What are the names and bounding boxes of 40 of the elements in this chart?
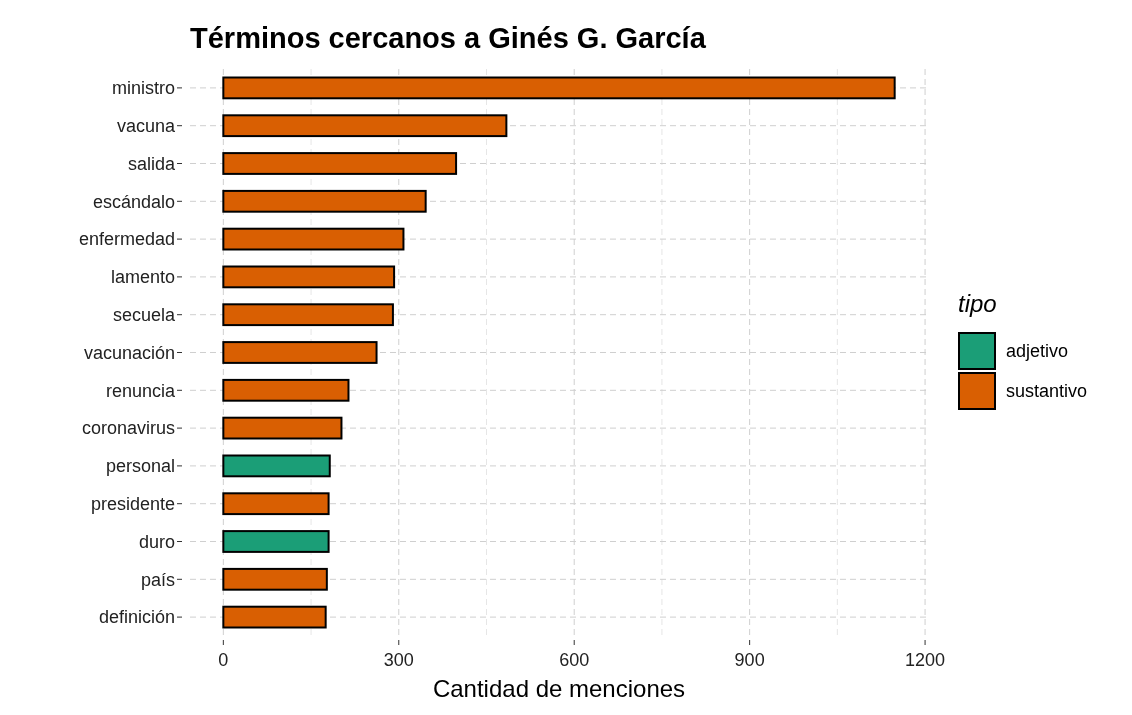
bar [222, 378, 350, 402]
legend-label: sustantivo [1006, 381, 1088, 402]
y-tick-label: vacuna [116, 116, 176, 136]
x-tick-label: 0 [218, 650, 229, 670]
x-tick-label: 300 [383, 650, 414, 670]
x-tick-label: 600 [559, 650, 590, 670]
legend-title: tipo [958, 290, 997, 317]
bar [222, 341, 378, 364]
y-tick-label: renuncia [105, 380, 176, 401]
y-tick-label: personal [105, 456, 175, 477]
bar [222, 605, 327, 629]
y-tick-label: enfermedad [78, 229, 175, 250]
bar [222, 76, 896, 100]
x-tick-label: 900 [734, 650, 765, 670]
y-tick-label: vacunación [83, 342, 175, 363]
x-tick-label: 1200 [905, 650, 946, 670]
y-tick-label: lamento [110, 267, 175, 288]
bar [222, 454, 331, 478]
y-tick-label: salida [127, 153, 176, 174]
legend-label: adjetivo [1006, 341, 1069, 362]
bar [222, 567, 328, 591]
bar [222, 227, 405, 251]
y-tick-label: coronavirus [81, 418, 175, 439]
chart-title: Términos cercanos a Ginés G. García [190, 22, 707, 54]
bar [222, 303, 394, 327]
y-tick-label: definición [98, 607, 175, 628]
y-tick-label: duro [138, 531, 175, 552]
y-tick-label: secuela [112, 305, 176, 325]
bar [222, 114, 508, 138]
bar [222, 530, 330, 553]
y-tick-label: país [140, 569, 175, 590]
y-tick-label: escándalo [92, 191, 175, 212]
bar [222, 416, 343, 440]
y-tick-label: ministro [111, 78, 175, 99]
bar [222, 152, 458, 175]
bar [222, 189, 427, 213]
y-tick-label: presidente [90, 494, 175, 514]
x-axis-title: Cantidad de menciones [432, 675, 686, 702]
bar [222, 265, 396, 289]
bar [222, 492, 330, 516]
